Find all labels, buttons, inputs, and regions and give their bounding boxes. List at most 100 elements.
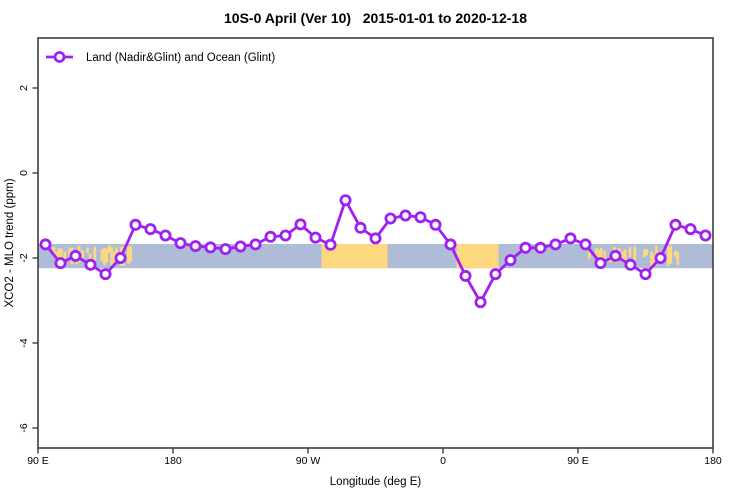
data-point <box>699 229 712 242</box>
data-point <box>369 232 382 245</box>
plot-border <box>37 37 714 449</box>
data-point <box>279 229 292 242</box>
data-point <box>129 218 142 231</box>
data-point <box>309 231 322 244</box>
land-speckle <box>597 249 601 261</box>
data-point <box>459 269 472 282</box>
land-speckle <box>88 253 92 263</box>
land-speckle <box>650 251 653 267</box>
data-point <box>609 249 622 262</box>
land-speckle <box>645 249 649 256</box>
land-patch <box>456 243 499 269</box>
land-speckle <box>112 251 116 266</box>
data-point <box>39 238 52 251</box>
data-point <box>219 243 232 256</box>
y-tick-label: 2 <box>18 85 30 91</box>
land-speckle <box>603 250 607 260</box>
land-speckle <box>652 254 656 267</box>
y-tick-label: 0 <box>18 170 30 176</box>
land-speckle <box>674 250 677 257</box>
data-point <box>654 251 667 264</box>
data-point <box>594 257 607 270</box>
land-speckle <box>105 248 109 263</box>
land-speckle <box>669 245 673 264</box>
land-speckle <box>115 247 118 260</box>
data-point <box>354 221 367 234</box>
land-speckle <box>623 249 627 263</box>
data-point <box>564 232 577 245</box>
land-speckle <box>86 247 89 254</box>
land-speckle <box>93 246 97 261</box>
land-speckle <box>127 246 130 264</box>
data-point <box>474 296 487 309</box>
y-tick-label: -2 <box>18 253 30 262</box>
data-point <box>324 238 337 251</box>
data-point <box>624 258 637 271</box>
y-axis-label: XCO2 - MLO trend (ppm) <box>4 178 16 307</box>
data-point <box>69 249 82 262</box>
chart-title: 10S-0 April (Ver 10) 2015-01-01 to 2020-… <box>224 10 527 26</box>
data-point <box>114 251 127 264</box>
data-point <box>339 194 352 207</box>
land-speckle <box>57 248 61 263</box>
land-speckle <box>595 247 598 257</box>
data-point <box>174 237 187 250</box>
land-speckle <box>81 250 85 258</box>
land-speckle <box>100 249 104 262</box>
land-speckle <box>107 245 111 253</box>
data-point <box>384 212 397 225</box>
x-tick-label: 90 W <box>296 455 321 467</box>
legend: Land (Nadir&Glint) and Ocean (Glint) <box>46 51 275 64</box>
data-point <box>144 223 157 236</box>
land-speckle <box>103 247 106 266</box>
y-tick-label: -6 <box>18 423 30 432</box>
data-point <box>669 218 682 231</box>
x-tick-label: 180 <box>164 455 182 467</box>
plot-area: 90 E 180 90 W 0 90 E 180 2 0 -2 -4 -6 <box>18 37 722 467</box>
land-speckle <box>63 251 67 264</box>
data-point <box>99 268 112 281</box>
land-speckle <box>621 251 625 260</box>
legend-label: Land (Nadir&Glint) and Ocean (Glint) <box>86 52 275 64</box>
land-speckle <box>129 245 133 262</box>
data-point <box>84 258 97 271</box>
data-point <box>684 223 697 236</box>
x-tick-label: 180 <box>704 455 722 467</box>
land-speckle <box>676 251 679 266</box>
data-point <box>189 240 202 253</box>
x-axis-label: Longitude (deg E) <box>330 476 422 488</box>
land-speckle <box>59 248 63 264</box>
data-point <box>204 241 217 254</box>
data-point <box>234 240 247 253</box>
land-speckle <box>633 246 637 266</box>
land-speckle <box>587 252 591 260</box>
data-point <box>249 238 262 251</box>
data-point <box>444 238 457 251</box>
data-point <box>549 238 562 251</box>
legend-marker-circle <box>53 51 66 63</box>
land-speckle <box>628 247 632 257</box>
land-speckle <box>667 246 670 266</box>
land-speckle <box>643 249 646 258</box>
data-point <box>519 241 532 254</box>
data-point <box>489 268 502 281</box>
land-speckle <box>68 247 71 258</box>
data-point <box>639 268 652 281</box>
data-point <box>399 209 412 222</box>
x-tick-label: 90 E <box>27 455 49 467</box>
land-speckle <box>52 246 56 256</box>
x-tick-label: 90 E <box>567 455 589 467</box>
data-point <box>504 254 517 267</box>
data-point <box>579 238 592 251</box>
y-tick-label: -4 <box>18 338 30 347</box>
data-point <box>429 218 442 231</box>
data-point <box>159 229 172 242</box>
data-point <box>54 257 67 270</box>
data-point <box>294 218 307 231</box>
land-speckle <box>110 247 113 267</box>
data-point <box>414 211 427 224</box>
data-point <box>264 230 277 243</box>
land-speckle <box>599 247 603 265</box>
